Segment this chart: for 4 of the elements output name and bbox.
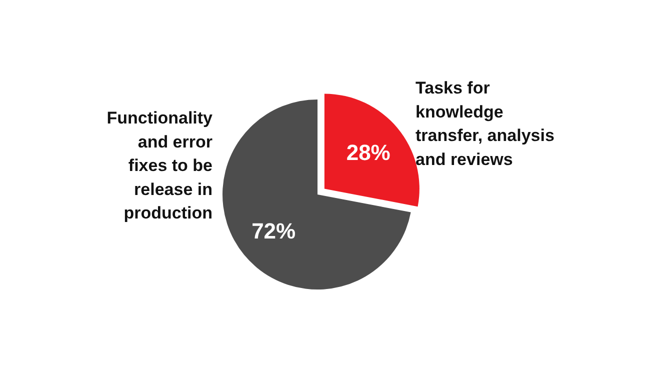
data-label: 72% (252, 218, 296, 244)
slice-label: Functionality and error fixes to be release in production (106, 108, 214, 222)
data-label: 28% (346, 140, 390, 165)
slice-label: Tasks for knowledge transfer, analysis and reviews (416, 78, 554, 169)
